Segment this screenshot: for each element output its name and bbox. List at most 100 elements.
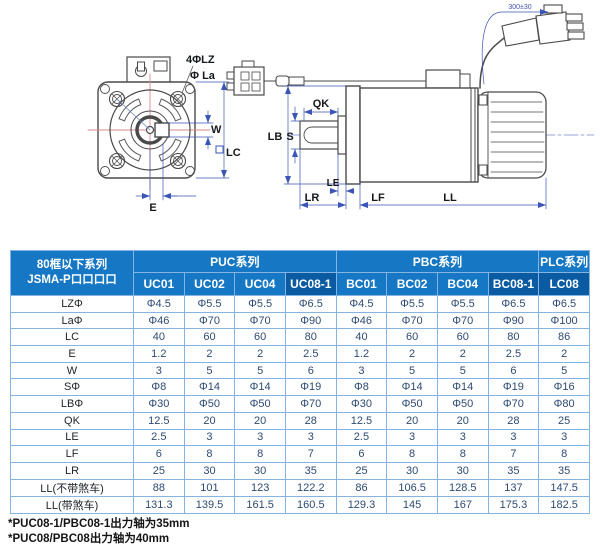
footnotes: *PUC08-1/PBC08-1出力轴为35mm *PUC08/PBC08出力轴… xyxy=(8,517,190,547)
dimension-value: 123 xyxy=(234,478,286,497)
dimension-value: 128.5 xyxy=(436,478,489,497)
dimension-value: Φ70 xyxy=(386,311,438,330)
dimension-value: 30 xyxy=(234,461,286,480)
dimension-value: 3 xyxy=(386,428,438,447)
keyway-square xyxy=(154,122,170,138)
dimension-value: 28 xyxy=(284,411,337,430)
dimension-value: 60 xyxy=(386,328,438,347)
table-row: LL(带煞车) 131.3 139.5 161.5 160.5 129.3 145 167 17… xyxy=(10,495,590,514)
dimension-value: 40 xyxy=(335,328,388,347)
dimension-value: 5 xyxy=(538,361,590,380)
dim-label-s: S xyxy=(286,131,293,143)
dimension-value: 131.3 xyxy=(133,495,185,514)
dimension-value: 2.5 xyxy=(487,345,540,363)
dim-cable-length xyxy=(481,9,549,85)
row-label: LaΦ xyxy=(10,311,134,330)
column-header-bc01: BC01 xyxy=(335,272,388,296)
dimension-value: 145 xyxy=(386,495,438,514)
table-row: QK 12.5 20 20 28 12.5 20 20 28 25 xyxy=(10,411,590,430)
corner-header-line1: 80框以下系列 xyxy=(36,259,108,272)
dimension-value: Φ6.5 xyxy=(284,295,337,313)
dimension-value: 20 xyxy=(436,411,489,430)
dimension-value: 129.3 xyxy=(335,495,388,514)
dimension-value: 5 xyxy=(436,361,489,380)
footnote-2: *PUC08/PBC08出力轴为40mm xyxy=(8,533,170,545)
dimension-value: Φ90 xyxy=(487,311,540,330)
dimension-value: 3 xyxy=(234,428,286,447)
table-row: LBΦ Φ30 Φ50 Φ50 Φ70 Φ30 Φ50 Φ50 Φ70 Φ80 xyxy=(10,395,590,413)
dimension-value: 12.5 xyxy=(133,411,185,430)
dimension-value: Φ46 xyxy=(133,311,185,330)
dimension-value: Φ5.5 xyxy=(436,295,489,313)
row-label: E xyxy=(10,345,134,363)
dimension-value: 35 xyxy=(284,461,337,480)
series-group-header: PUC系列 xyxy=(133,250,337,273)
dimension-value: 106.5 xyxy=(386,478,438,497)
table-row: LL(不带煞车) 88 101 123 122.2 86 106.5 128.5 137 147.… xyxy=(10,478,590,497)
table-row: LZΦ Φ4.5 Φ5.5 Φ5.5 Φ6.5 Φ4.5 Φ5.5 Φ5.5 Φ6.5 Φ6.5 xyxy=(10,295,590,313)
row-label: SΦ xyxy=(10,378,134,397)
dimension-value: Φ70 xyxy=(284,395,337,413)
dimension-value: 182.5 xyxy=(538,495,590,514)
dimension-value: 30 xyxy=(386,461,438,480)
dimension-value: 3 xyxy=(335,361,388,380)
dimension-value: 3 xyxy=(436,428,489,447)
label-bolt-circle: 4ΦLZ xyxy=(186,54,215,66)
corner-header: 80框以下系列 JSMA-P口口口口 xyxy=(10,250,134,296)
column-header-uc02: UC02 xyxy=(183,272,236,296)
dimension-value: Φ19 xyxy=(487,378,540,397)
dimension-value: 137 xyxy=(487,478,540,497)
dimension-value: 40 xyxy=(133,328,185,347)
motor-top-connector xyxy=(425,69,461,89)
side-flange xyxy=(345,85,361,185)
spec-table-container: 80框以下系列 JSMA-P口口口口 PUC系列 PBC系列 PLC系列 UC01 U… xyxy=(10,250,590,514)
dimension-value: 3 xyxy=(487,428,540,447)
dimension-value: Φ90 xyxy=(284,311,337,330)
dimension-value: 2.5 xyxy=(335,428,388,447)
dimension-value: 122.2 xyxy=(284,478,337,497)
dimension-value: 2 xyxy=(538,345,590,363)
side-view: 300±30 LB S QK xyxy=(226,4,595,210)
dimension-value: 86 xyxy=(538,328,590,347)
dim-label-ll: LL xyxy=(443,192,457,204)
dimension-value: Φ4.5 xyxy=(335,295,388,313)
dim-label-lf: LF xyxy=(371,192,385,204)
dimension-value: 6 xyxy=(133,445,185,463)
dimension-value: 5 xyxy=(386,361,438,380)
column-header-bc08-1: BC08-1 xyxy=(487,272,540,296)
row-label: LE xyxy=(10,428,134,447)
column-header-bc02: BC02 xyxy=(386,272,438,296)
dimension-value: 5 xyxy=(183,361,236,380)
dimension-value: Φ30 xyxy=(335,395,388,413)
dimension-value: 101 xyxy=(183,478,236,497)
dimension-value: 8 xyxy=(538,445,590,463)
dimension-value: 167 xyxy=(436,495,489,514)
dim-label-lr: LR xyxy=(305,192,320,204)
power-cable xyxy=(479,37,505,89)
dimension-value: Φ80 xyxy=(538,395,590,413)
dimension-value: Φ8 xyxy=(133,378,185,397)
shaft xyxy=(299,120,339,150)
dimension-value: 20 xyxy=(234,411,286,430)
dimension-value: 3 xyxy=(538,428,590,447)
dim-label-lb: LB xyxy=(268,131,283,143)
dimension-value: 80 xyxy=(487,328,540,347)
dimension-value: Φ14 xyxy=(183,378,236,397)
table-row: LaΦ Φ46 Φ70 Φ70 Φ90 Φ46 Φ70 Φ70 Φ90 Φ100 xyxy=(10,311,590,330)
dimension-value: 25 xyxy=(133,461,185,480)
dimension-value: 8 xyxy=(234,445,286,463)
dimension-value: Φ5.5 xyxy=(183,295,236,313)
row-label: LL(不带煞车) xyxy=(10,478,134,497)
dimension-value: 161.5 xyxy=(234,495,286,514)
dimension-value: Φ16 xyxy=(538,378,590,397)
dim-label-e: E xyxy=(149,202,156,214)
column-header-bc04: BC04 xyxy=(436,272,489,296)
row-label: LL(带煞车) xyxy=(10,495,134,514)
dimension-value: 20 xyxy=(386,411,438,430)
dimension-value: 35 xyxy=(538,461,590,480)
dimension-value: Φ50 xyxy=(436,395,489,413)
dimension-value: 35 xyxy=(487,461,540,480)
rear-housing xyxy=(477,91,547,179)
dimension-value: Φ70 xyxy=(487,395,540,413)
